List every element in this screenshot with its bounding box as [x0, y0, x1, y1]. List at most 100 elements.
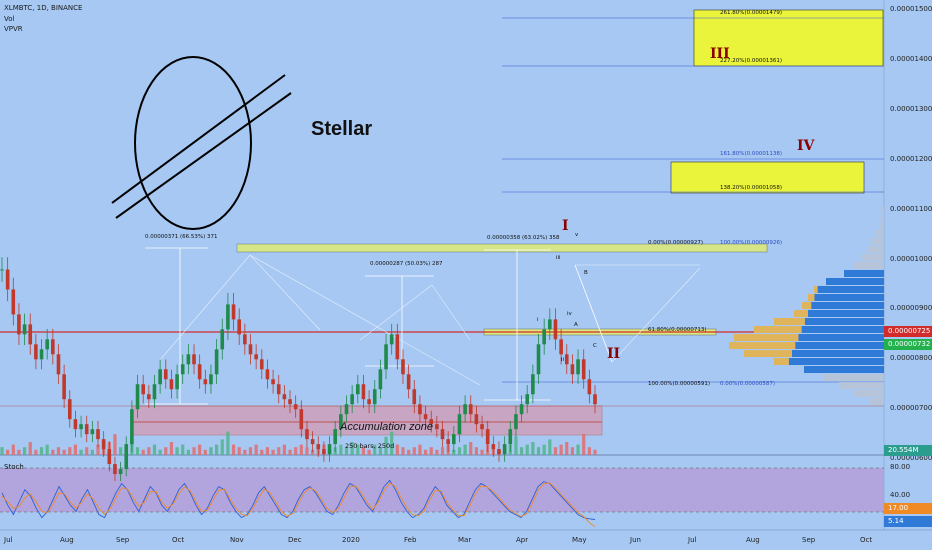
green-price-tag: 0.00000732	[884, 339, 932, 350]
vol-indicator-label[interactable]: Vol	[4, 15, 15, 23]
fib-0-label: 0.00%(0.00000927)	[648, 240, 704, 246]
price-tick-label: 0.00001000	[890, 254, 932, 263]
candle-body	[152, 384, 157, 400]
candle-body	[570, 364, 575, 375]
candle-body	[101, 439, 106, 450]
candle-body	[96, 429, 100, 440]
accumulation-zone	[131, 405, 603, 436]
sub-A-label: A	[574, 322, 578, 328]
fib-1618-label: 161.80%(0.00001138)	[720, 151, 783, 157]
candle-body	[51, 339, 55, 355]
vpvr-row-up	[734, 334, 799, 341]
volume-bar	[254, 444, 258, 455]
stoch-label[interactable]: Stoch	[4, 463, 24, 471]
candle-body	[214, 349, 219, 375]
candle-body	[474, 414, 479, 425]
volume-bar	[147, 447, 151, 455]
candle-body	[259, 359, 264, 370]
volume-bar	[28, 442, 32, 455]
volume-bar	[384, 436, 388, 455]
volume-bar	[469, 442, 473, 455]
volume-bar	[192, 447, 196, 455]
volume-bar	[17, 449, 21, 455]
price-tick-label: 0.00000800	[890, 354, 932, 363]
candle-body	[130, 409, 134, 445]
time-tick-label: Nov	[230, 536, 244, 544]
resistance-zone	[236, 243, 768, 253]
volume-bar	[96, 444, 100, 455]
volume-bar	[463, 444, 467, 455]
volume-bars	[0, 431, 597, 455]
candle-body	[576, 359, 580, 375]
stoch-lines	[1, 479, 596, 528]
stoch-k-tag: 17.00	[884, 503, 932, 514]
fib-618-label: 61.80%(0.00000713)	[648, 327, 707, 333]
candle-body	[169, 379, 174, 390]
candle-body	[423, 414, 428, 420]
stoch-band	[0, 468, 884, 512]
candle-body	[79, 424, 83, 430]
vpvr-row	[882, 206, 884, 213]
volume-bar	[277, 447, 281, 455]
candle-body	[276, 384, 281, 395]
candle-body	[514, 414, 518, 430]
vpvr-indicator-label[interactable]: VPVR	[4, 25, 23, 33]
candle-body	[446, 439, 450, 445]
target-box-III	[693, 9, 884, 67]
price-tick-label: 0.00000600	[890, 454, 932, 463]
time-tick-label: Feb	[404, 536, 417, 544]
time-tick-label: Sep	[116, 536, 130, 544]
volume-bar	[203, 449, 207, 455]
candle-body	[209, 374, 213, 385]
candle-body	[84, 424, 89, 435]
candle-body	[531, 374, 535, 395]
volume-bar	[248, 447, 253, 455]
candle-body	[186, 354, 191, 365]
volume-bar	[186, 449, 190, 455]
volume-bar	[435, 449, 439, 455]
volume-bar	[34, 449, 38, 455]
vpvr-row-up	[774, 358, 789, 365]
vpvr-row	[872, 238, 884, 245]
volume-bar	[141, 449, 145, 455]
vpvr-row	[879, 222, 884, 229]
candle-body	[282, 394, 287, 400]
stoch-level-80: 80.00	[890, 463, 911, 471]
vpvr-row-active	[844, 270, 884, 277]
volume-bar	[440, 447, 445, 455]
candle-body	[344, 404, 349, 415]
volume-bar	[198, 444, 202, 455]
volume-bar	[350, 442, 354, 455]
volume-bar	[542, 444, 546, 455]
vpvr-row-active	[788, 358, 884, 365]
volume-bar	[79, 449, 83, 455]
candle-body	[378, 369, 383, 390]
candle-body	[237, 319, 241, 335]
time-tick-label: Apr	[516, 536, 529, 544]
sub-iv-label: iv	[567, 311, 572, 317]
volume-bar	[570, 447, 575, 455]
volume-bar	[582, 434, 586, 455]
volume-bar	[565, 442, 569, 455]
time-tick-label: Mar	[458, 536, 472, 544]
volume-bar	[73, 444, 78, 455]
price-tick-label: 0.00000700	[890, 404, 932, 413]
vpvr-row	[862, 254, 884, 261]
time-tick-label: Aug	[60, 536, 74, 544]
volume-bar	[85, 447, 89, 455]
candle-body	[124, 444, 129, 470]
volume-bar	[51, 449, 55, 455]
volume-bar	[260, 449, 264, 455]
volume-bar	[361, 447, 366, 455]
volume-bar	[480, 449, 484, 455]
stoch-k-line	[1, 479, 596, 520]
price-tick-label: 0.00001200	[890, 154, 932, 163]
sub-C-label: C	[593, 343, 597, 349]
candle-body	[548, 319, 552, 330]
wave-II-label: II	[607, 346, 621, 362]
vpvr-row-active	[811, 302, 884, 309]
candle-body	[502, 444, 507, 455]
candle-body	[372, 389, 377, 405]
